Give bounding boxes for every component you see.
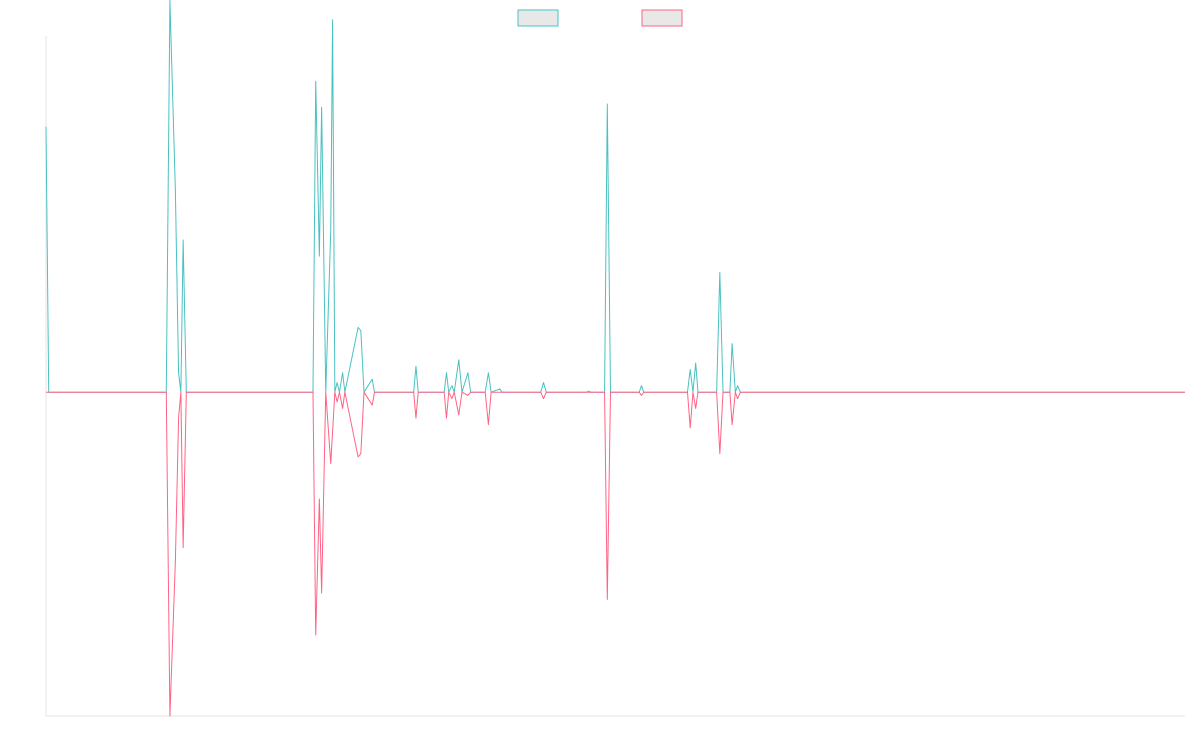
series-line-1 xyxy=(45,0,1185,393)
series-line-2 xyxy=(46,391,1185,717)
legend-swatch-2[interactable] xyxy=(641,9,683,27)
axes xyxy=(45,36,1185,717)
legend-swatch-1[interactable] xyxy=(517,9,559,27)
legend[interactable] xyxy=(517,9,683,27)
series-layer xyxy=(45,0,1185,717)
